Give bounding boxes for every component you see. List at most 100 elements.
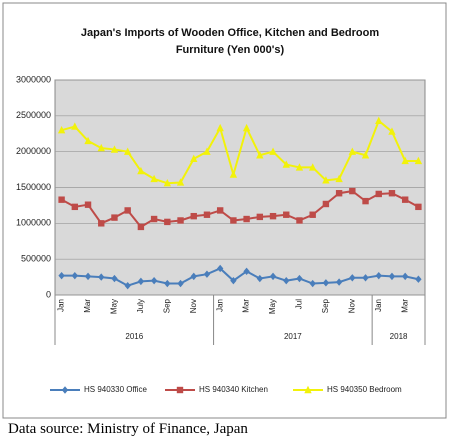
data-point: [216, 264, 224, 273]
year-label: 2018: [390, 332, 408, 341]
data-point: [137, 277, 145, 286]
x-tick-label: Sep: [321, 298, 330, 313]
data-point: [71, 271, 79, 280]
data-point: [176, 178, 185, 186]
x-tick-label: Jul: [295, 299, 304, 309]
data-point: [177, 279, 184, 288]
chart-title: Japan's Imports of Wooden Office, Kitche…: [80, 27, 380, 56]
data-point: [322, 200, 330, 208]
data-point: [243, 215, 250, 223]
y-tick-label: 1500000: [16, 182, 51, 192]
data-point: [203, 147, 211, 155]
data-point: [256, 151, 264, 159]
data-point: [137, 166, 145, 175]
y-tick-label: 2000000: [16, 146, 51, 156]
data-point: [415, 275, 422, 283]
legend-label: HS 940350 Bedroom: [327, 385, 402, 394]
data-point: [111, 214, 118, 221]
data-point: [283, 276, 290, 285]
data-point: [256, 213, 264, 221]
data-point: [190, 154, 198, 163]
data-point: [242, 123, 251, 132]
data-point: [57, 125, 66, 134]
data-point: [123, 147, 132, 155]
data-point: [110, 145, 119, 153]
data-point: [84, 136, 92, 145]
data-point: [164, 279, 171, 288]
data-point: [229, 170, 238, 178]
data-point: [216, 123, 224, 132]
x-tick-label: May: [268, 299, 277, 314]
data-point: [84, 272, 92, 281]
x-tick-label: July: [136, 299, 145, 313]
data-point: [309, 279, 316, 288]
data-point: [269, 272, 277, 281]
x-tick-label: Jan: [215, 299, 224, 312]
data-point: [309, 211, 316, 218]
x-tick-label: Jan: [57, 299, 66, 312]
data-point: [58, 196, 65, 203]
y-tick-label: 2500000: [16, 110, 51, 120]
data-point: [388, 127, 396, 135]
data-point: [322, 176, 330, 184]
x-tick-label: Mar: [83, 299, 92, 313]
data-point: [401, 272, 409, 281]
data-point: [322, 279, 330, 287]
data-point: [415, 203, 422, 211]
year-label: 2016: [125, 332, 143, 341]
y-tick-label: 3000000: [16, 74, 51, 84]
legend-marker: [61, 386, 69, 394]
data-point: [190, 272, 197, 281]
data-point: [414, 156, 423, 165]
data-point: [124, 207, 131, 214]
data-point: [256, 274, 264, 283]
data-point: [388, 190, 396, 197]
data-point: [190, 212, 197, 220]
y-tick-label: 1000000: [16, 218, 51, 228]
data-point: [269, 147, 277, 155]
data-point: [58, 271, 65, 280]
legend-label: HS 940330 Office: [84, 385, 148, 394]
y-tick-label: 500000: [21, 254, 51, 264]
data-point: [164, 218, 171, 226]
data-point: [111, 274, 118, 283]
data-point: [401, 156, 409, 165]
data-point: [269, 212, 277, 220]
year-label: 2017: [284, 332, 302, 341]
data-point: [243, 267, 250, 276]
x-tick-label: Nov: [189, 299, 198, 313]
data-point: [124, 281, 131, 290]
data-point: [335, 174, 343, 183]
y-tick-label: 0: [46, 289, 51, 299]
data-point: [84, 201, 92, 208]
data-point: [375, 190, 382, 198]
data-point: [375, 116, 383, 125]
data-point: [361, 151, 370, 159]
data-point: [282, 160, 290, 168]
x-tick-label: Sep: [162, 298, 171, 313]
data-point: [362, 274, 369, 282]
x-tick-label: Mar: [242, 299, 251, 313]
data-point: [296, 217, 303, 224]
data-point: [150, 276, 158, 285]
data-point: [388, 272, 396, 281]
data-point: [349, 274, 356, 282]
series-line: [61, 119, 419, 185]
data-point: [216, 207, 224, 214]
data-point: [71, 122, 79, 130]
series-line: [61, 267, 419, 287]
data-point: [230, 276, 237, 285]
data-point: [177, 217, 184, 224]
data-point: [163, 179, 172, 187]
legend-marker: [176, 386, 184, 394]
data-point: [296, 274, 303, 283]
series-line: [61, 190, 419, 229]
source-note: Data source: Ministry of Finance, Japan: [8, 421, 248, 437]
data-point: [283, 211, 290, 218]
legend-marker: [304, 385, 312, 394]
data-point: [362, 197, 369, 205]
data-point: [203, 270, 211, 278]
data-point: [349, 187, 356, 195]
